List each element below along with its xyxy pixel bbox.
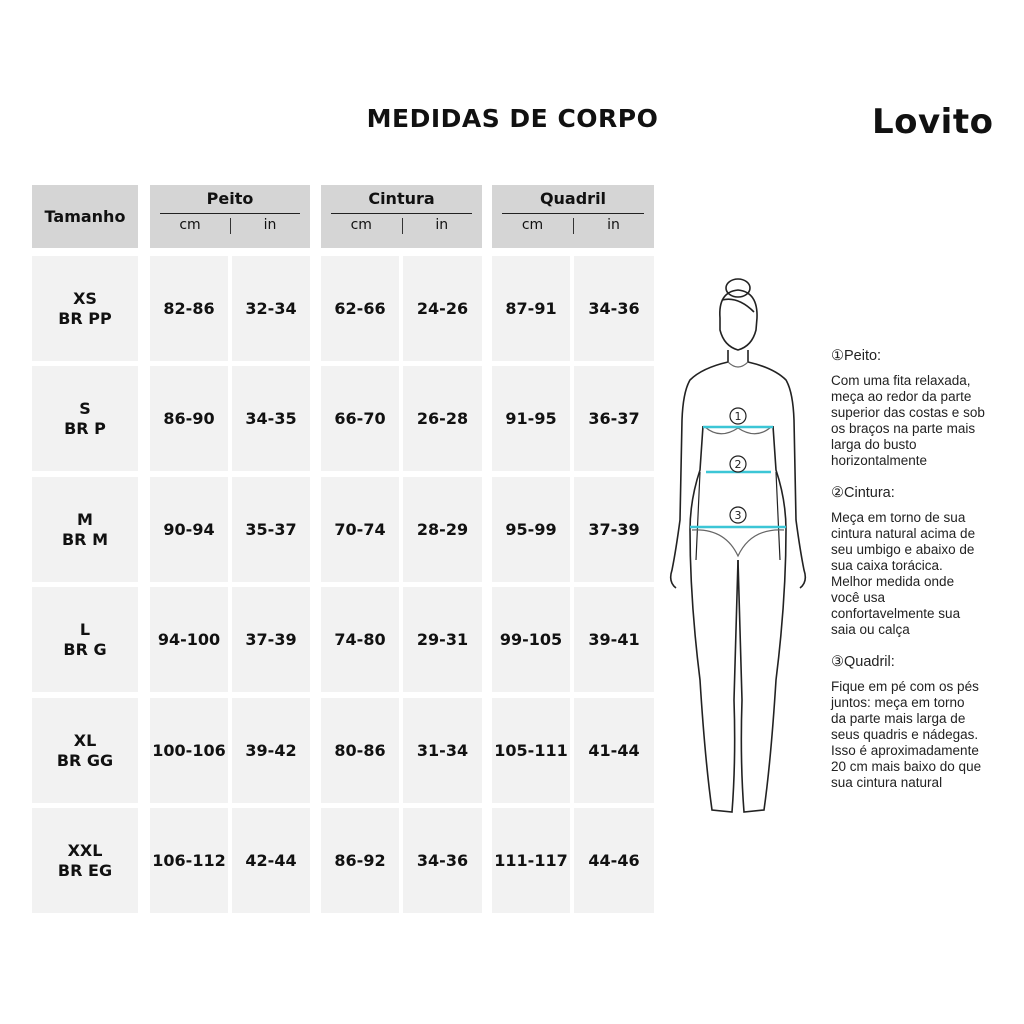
- measurement-cell: 39-42: [232, 698, 310, 803]
- measurement-cell: 106-112: [150, 808, 228, 913]
- divider: [160, 213, 300, 214]
- measurement-cell: 37-39: [232, 587, 310, 692]
- measurement-cell: 86-92: [321, 808, 399, 913]
- unit-label: cm: [179, 217, 201, 233]
- divider: [502, 213, 644, 214]
- measurement-cell: 34-36: [403, 808, 482, 913]
- divider: [573, 218, 574, 234]
- measurement-cell: 39-41: [574, 587, 654, 692]
- marker-circle: [729, 455, 747, 473]
- marker-number: 3: [735, 509, 742, 522]
- measurement-cell: 94-100: [150, 587, 228, 692]
- marker-number: 1: [735, 410, 742, 423]
- size-cell: XXL BR EG: [32, 808, 138, 913]
- measurement-cell: 34-36: [574, 256, 654, 361]
- unit-label: cm: [350, 217, 372, 233]
- measurement-cell: 34-35: [232, 366, 310, 471]
- unit-label: cm: [521, 217, 544, 233]
- br-size-label: BR P: [64, 418, 106, 438]
- measurement-cell: 37-39: [574, 477, 654, 582]
- group-label: Cintura: [368, 189, 435, 208]
- measurement-cell: 82-86: [150, 256, 228, 361]
- measurement-cell: 32-34: [232, 256, 310, 361]
- group-label: Quadril: [539, 189, 607, 208]
- measurement-cell: 26-28: [403, 366, 482, 471]
- guide-heading: ②Cintura:: [831, 485, 895, 501]
- measurement-cell: 24-26: [403, 256, 482, 361]
- column-group-quadril: Quadril cm in: [492, 185, 654, 248]
- size-label: XXL: [67, 840, 103, 860]
- size-label: S: [79, 398, 91, 418]
- measurement-cell: 87-91: [492, 256, 570, 361]
- measurement-cell: 44-46: [574, 808, 654, 913]
- size-cell: L BR G: [32, 587, 138, 692]
- measurement-cell: 41-44: [574, 698, 654, 803]
- size-cell: S BR P: [32, 366, 138, 471]
- page-title: MEDIDAS DE CORPO: [366, 104, 659, 133]
- size-label: M: [77, 509, 93, 529]
- br-size-label: BR M: [61, 529, 108, 549]
- measurement-cell: 99-105: [492, 587, 570, 692]
- measurement-cell: 86-90: [150, 366, 228, 471]
- unit-label: in: [263, 217, 277, 233]
- guide-heading: ③Quadril:: [831, 654, 895, 670]
- size-label: XS: [73, 288, 97, 308]
- measurement-guide: ①Peito: Com uma fita relaxada, meça ao re…: [831, 348, 1016, 807]
- marker-circle: [729, 407, 747, 425]
- divider: [401, 218, 403, 234]
- measurement-cell: 111-117: [492, 808, 570, 913]
- unit-label: in: [607, 217, 620, 233]
- guide-heading: ①Peito:: [831, 348, 882, 364]
- figure-outline: [669, 278, 807, 813]
- br-size-label: BR G: [63, 639, 107, 659]
- guide-text: Meça em torno de sua cintura natural aci…: [831, 510, 976, 637]
- divider: [331, 213, 472, 214]
- size-cell: M BR M: [32, 477, 138, 582]
- measurement-cell: 66-70: [321, 366, 399, 471]
- unit-label: in: [435, 217, 449, 233]
- measurement-cell: 62-66: [321, 256, 399, 361]
- measurement-cell: 29-31: [403, 587, 482, 692]
- measurement-cell: 80-86: [321, 698, 399, 803]
- measurement-cell: 91-95: [492, 366, 570, 471]
- measurement-cell: 95-99: [492, 477, 570, 582]
- measurement-cell: 42-44: [232, 808, 310, 913]
- size-cell: XL BR GG: [32, 698, 138, 803]
- measurement-cell: 90-94: [150, 477, 228, 582]
- guide-text: Fique em pé com os pés juntos: meça em t…: [831, 679, 982, 790]
- measurement-cell: 70-74: [321, 477, 399, 582]
- measurement-cell: 74-80: [321, 587, 399, 692]
- br-size-label: BR PP: [58, 308, 112, 328]
- size-header: Tamanho: [32, 185, 138, 248]
- divider: [230, 218, 231, 234]
- br-size-label: BR EG: [57, 860, 113, 880]
- size-label: L: [79, 619, 91, 639]
- group-label: Peito: [206, 189, 254, 208]
- measurement-cell: 36-37: [574, 366, 654, 471]
- measurement-cell: 31-34: [403, 698, 482, 803]
- size-cell: XS BR PP: [32, 256, 138, 361]
- br-size-label: BR GG: [56, 750, 114, 770]
- brand-logo: Lovito: [872, 102, 994, 142]
- guide-text: Com uma fita relaxada, meça ao redor da …: [831, 373, 985, 468]
- marker-number: 2: [735, 458, 742, 471]
- column-group-cintura: Cintura cm in: [321, 185, 482, 248]
- measurement-cell: 105-111: [492, 698, 570, 803]
- measurement-cell: 100-106: [150, 698, 228, 803]
- measurement-cell: 35-37: [232, 477, 310, 582]
- measurement-cell: 28-29: [403, 477, 482, 582]
- marker-circle: [729, 506, 747, 524]
- column-group-peito: Peito cm in: [150, 185, 310, 248]
- size-label: XL: [73, 730, 97, 750]
